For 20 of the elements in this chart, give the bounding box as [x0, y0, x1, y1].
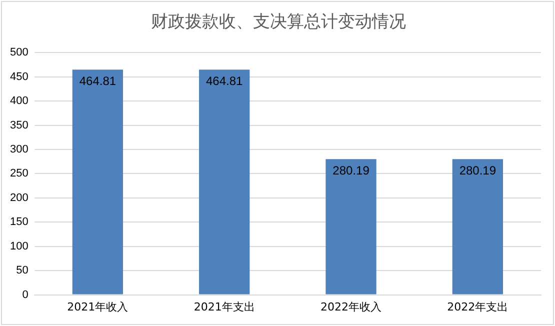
y-tick-label: 250 [10, 168, 28, 180]
y-tick-label: 100 [10, 240, 28, 252]
data-label: 464.81 [206, 74, 244, 88]
y-tick-label: 200 [10, 192, 28, 204]
data-label: 280.19 [459, 163, 496, 178]
y-tick-label: 300 [10, 144, 28, 156]
y-tick-label: 500 [10, 46, 28, 59]
y-tick-label: 400 [10, 95, 28, 108]
x-tick-label: 2021年收入 [67, 300, 128, 314]
data-label: 280.19 [332, 163, 370, 178]
x-tick-label: 2022年收入 [320, 300, 382, 314]
data-label: 464.81 [79, 74, 116, 88]
y-tick-label: 0 [22, 288, 28, 301]
y-tick-label: 50 [16, 264, 28, 277]
x-tick-label: 2021年支出 [194, 300, 255, 314]
chart-title: 财政拨款收、支决算总计变动情况 [150, 11, 407, 33]
y-tick-label: 450 [10, 70, 28, 83]
y-tick-label: 150 [10, 216, 28, 228]
x-tick-label: 2022年支出 [447, 300, 508, 314]
y-tick-label: 350 [10, 119, 28, 132]
